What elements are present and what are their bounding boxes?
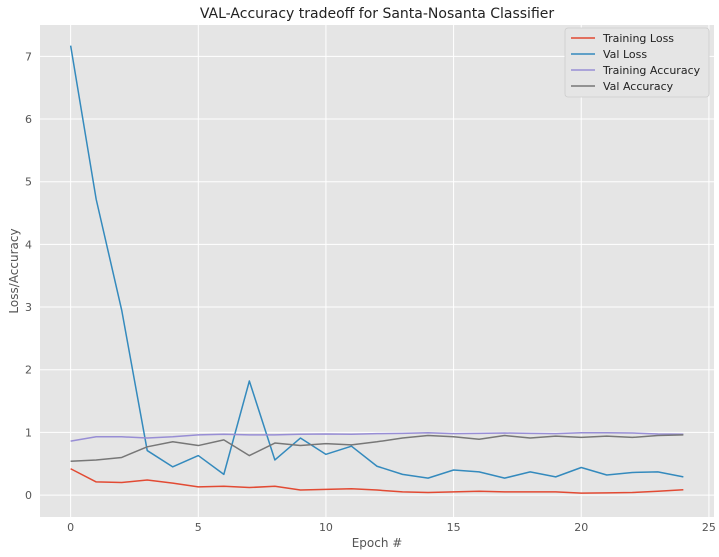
y-tick-label: 7 — [25, 50, 32, 63]
x-axis-label: Epoch # — [352, 536, 403, 550]
legend-label-val-accuracy: Val Accuracy — [603, 80, 674, 93]
x-tick-labels: 0 5 10 15 20 25 — [67, 521, 716, 534]
y-tick-labels: 0 1 2 3 4 5 6 7 — [25, 50, 32, 502]
x-tick-label: 25 — [702, 521, 716, 534]
series-line-val-accuracy — [70, 434, 684, 462]
legend-label-training-loss: Training Loss — [602, 32, 674, 45]
y-axis-label: Loss/Accuracy — [7, 228, 21, 313]
y-tick-label: 0 — [25, 489, 32, 502]
y-tick-label: 3 — [25, 301, 32, 314]
legend: Training Loss Val Loss Training Accuracy Va… — [564, 27, 710, 98]
y-tick-label: 2 — [25, 364, 32, 377]
legend-label-val-loss: Val Loss — [603, 48, 647, 61]
series-line-training-loss — [70, 468, 684, 494]
legend-box — [564, 27, 710, 98]
y-tick-label: 1 — [25, 426, 32, 439]
x-tick-label: 0 — [67, 521, 74, 534]
y-tick-label: 4 — [25, 238, 32, 251]
series-layer — [69, 45, 684, 494]
y-tick-label: 5 — [25, 176, 32, 189]
x-tick-label: 20 — [574, 521, 588, 534]
series-line-training-accuracy — [70, 431, 684, 442]
chart-title: VAL-Accuracy tradeoff for Santa-Nosanta … — [200, 6, 555, 22]
x-tick-label: 15 — [447, 521, 461, 534]
x-tick-label: 5 — [195, 521, 202, 534]
legend-label-training-accuracy: Training Accuracy — [602, 64, 701, 77]
plot-background — [40, 25, 714, 517]
series-line-val-loss — [69, 45, 684, 479]
y-tick-label: 6 — [25, 113, 32, 126]
x-tick-label: 10 — [319, 521, 333, 534]
